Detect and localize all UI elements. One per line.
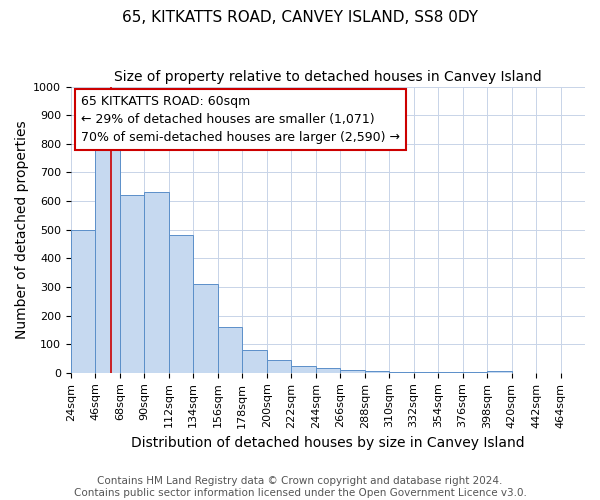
Text: 65 KITKATTS ROAD: 60sqm
← 29% of detached houses are smaller (1,071)
70% of semi: 65 KITKATTS ROAD: 60sqm ← 29% of detache… (81, 95, 400, 144)
Bar (218, 327, 242, 373)
Bar (463, 372, 487, 373)
Text: 65, KITKATTS ROAD, CANVEY ISLAND, SS8 0DY: 65, KITKATTS ROAD, CANVEY ISLAND, SS8 0D… (122, 10, 478, 25)
Y-axis label: Number of detached properties: Number of detached properties (15, 120, 29, 339)
Bar (413, 372, 438, 373)
Bar (242, 350, 267, 373)
Bar (120, 196, 145, 373)
Bar (487, 371, 512, 373)
Bar (291, 366, 316, 373)
Text: Contains HM Land Registry data © Crown copyright and database right 2024.
Contai: Contains HM Land Registry data © Crown c… (74, 476, 526, 498)
Bar (169, 236, 193, 373)
Bar (389, 372, 413, 373)
Bar (267, 360, 291, 373)
Bar (340, 370, 365, 373)
Bar (95, 141, 120, 373)
Bar (145, 192, 169, 373)
Bar (193, 284, 218, 373)
Title: Size of property relative to detached houses in Canvey Island: Size of property relative to detached ho… (114, 70, 542, 84)
X-axis label: Distribution of detached houses by size in Canvey Island: Distribution of detached houses by size … (131, 436, 525, 450)
Bar (438, 372, 463, 373)
Bar (71, 230, 95, 373)
Bar (316, 368, 340, 373)
Bar (365, 372, 389, 373)
